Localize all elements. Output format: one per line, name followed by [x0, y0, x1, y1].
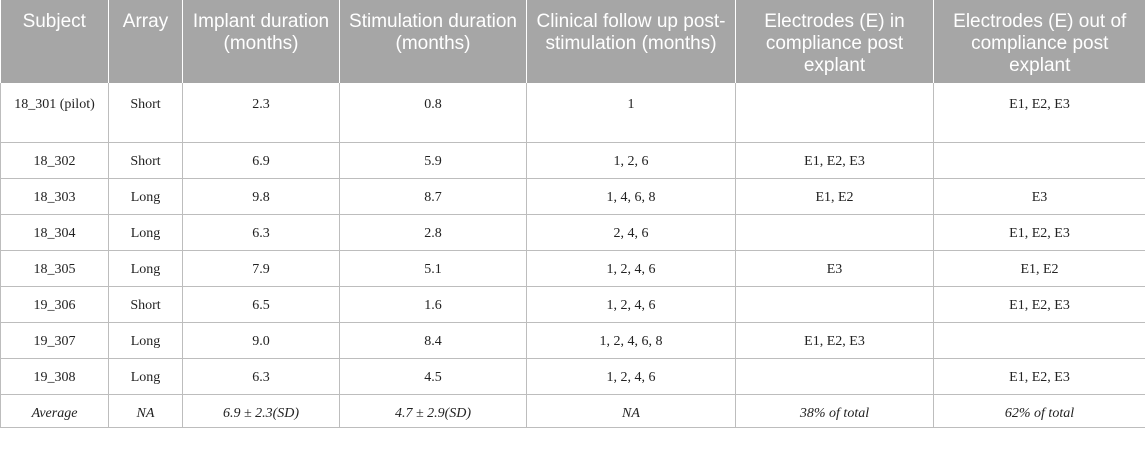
cell-implant-duration: 6.9 ± 2.3(SD) — [182, 394, 340, 428]
cell-clinical-follow-up: 1, 2, 4, 6, 8 — [526, 322, 736, 359]
cell-clinical-follow-up: 1, 4, 6, 8 — [526, 178, 736, 215]
cell-clinical-follow-up: NA — [526, 394, 736, 428]
cell-stimulation-duration: 4.7 ± 2.9(SD) — [339, 394, 527, 428]
cell-subject: 19_308 — [0, 358, 109, 395]
cell-clinical-follow-up: 1, 2, 6 — [526, 142, 736, 179]
header-clinical-follow-up: Clinical follow up post-stimulation (mon… — [526, 0, 736, 83]
header-electrodes-out-of-compliance: Electrodes (E) out of compliance post ex… — [933, 0, 1145, 83]
cell-out-of-compliance: E1, E2 — [933, 250, 1145, 287]
header-stimulation-duration: Stimulation duration (months) — [339, 0, 527, 83]
cell-stimulation-duration: 8.4 — [339, 322, 527, 359]
cell-subject: 19_306 — [0, 286, 109, 323]
cell-subject: 18_303 — [0, 178, 109, 215]
cell-subject: 18_304 — [0, 214, 109, 251]
cell-stimulation-duration: 0.8 — [339, 83, 527, 143]
cell-in-compliance — [735, 83, 934, 143]
cell-stimulation-duration: 2.8 — [339, 214, 527, 251]
cell-array: Long — [108, 322, 183, 359]
table-row: 18_303 Long 9.8 8.7 1, 4, 6, 8 E1, E2 E3 — [0, 178, 1145, 215]
cell-out-of-compliance: E1, E2, E3 — [933, 286, 1145, 323]
cell-subject: Average — [0, 394, 109, 428]
cell-subject: 18_302 — [0, 142, 109, 179]
cell-array: Short — [108, 286, 183, 323]
table-row: 18_301 (pilot) Short 2.3 0.8 1 E1, E2, E… — [0, 83, 1145, 143]
cell-array: Short — [108, 83, 183, 143]
data-table: Subject Array Implant duration (months) … — [0, 0, 1145, 428]
cell-clinical-follow-up: 1, 2, 4, 6 — [526, 286, 736, 323]
header-array: Array — [108, 0, 183, 83]
cell-in-compliance — [735, 214, 934, 251]
cell-in-compliance: E1, E2, E3 — [735, 322, 934, 359]
header-implant-duration: Implant duration (months) — [182, 0, 340, 83]
header-row: Subject Array Implant duration (months) … — [0, 0, 1145, 83]
cell-in-compliance: E1, E2, E3 — [735, 142, 934, 179]
cell-out-of-compliance: E3 — [933, 178, 1145, 215]
cell-in-compliance — [735, 286, 934, 323]
cell-subject: 19_307 — [0, 322, 109, 359]
table-row: 18_302 Short 6.9 5.9 1, 2, 6 E1, E2, E3 — [0, 142, 1145, 179]
cell-implant-duration: 6.5 — [182, 286, 340, 323]
cell-in-compliance: 38% of total — [735, 394, 934, 428]
cell-array: Long — [108, 358, 183, 395]
cell-stimulation-duration: 5.9 — [339, 142, 527, 179]
cell-array: Short — [108, 142, 183, 179]
cell-stimulation-duration: 4.5 — [339, 358, 527, 395]
cell-clinical-follow-up: 1 — [526, 83, 736, 143]
cell-clinical-follow-up: 1, 2, 4, 6 — [526, 358, 736, 395]
cell-clinical-follow-up: 2, 4, 6 — [526, 214, 736, 251]
cell-implant-duration: 9.8 — [182, 178, 340, 215]
table-row: 18_305 Long 7.9 5.1 1, 2, 4, 6 E3 E1, E2 — [0, 250, 1145, 287]
table-row: 19_308 Long 6.3 4.5 1, 2, 4, 6 E1, E2, E… — [0, 358, 1145, 395]
cell-implant-duration: 6.3 — [182, 214, 340, 251]
cell-out-of-compliance — [933, 142, 1145, 179]
cell-implant-duration: 6.9 — [182, 142, 340, 179]
cell-out-of-compliance: E1, E2, E3 — [933, 214, 1145, 251]
cell-array: Long — [108, 178, 183, 215]
cell-subject: 18_301 (pilot) — [0, 83, 109, 143]
cell-array: NA — [108, 394, 183, 428]
cell-clinical-follow-up: 1, 2, 4, 6 — [526, 250, 736, 287]
table-row: 19_307 Long 9.0 8.4 1, 2, 4, 6, 8 E1, E2… — [0, 322, 1145, 359]
cell-array: Long — [108, 250, 183, 287]
cell-implant-duration: 9.0 — [182, 322, 340, 359]
average-row: Average NA 6.9 ± 2.3(SD) 4.7 ± 2.9(SD) N… — [0, 394, 1145, 428]
cell-out-of-compliance: E1, E2, E3 — [933, 83, 1145, 143]
cell-implant-duration: 2.3 — [182, 83, 340, 143]
cell-implant-duration: 6.3 — [182, 358, 340, 395]
header-electrodes-in-compliance: Electrodes (E) in compliance post explan… — [735, 0, 934, 83]
cell-in-compliance — [735, 358, 934, 395]
cell-stimulation-duration: 8.7 — [339, 178, 527, 215]
cell-stimulation-duration: 5.1 — [339, 250, 527, 287]
cell-array: Long — [108, 214, 183, 251]
table-row: 19_306 Short 6.5 1.6 1, 2, 4, 6 E1, E2, … — [0, 286, 1145, 323]
cell-out-of-compliance — [933, 322, 1145, 359]
header-subject: Subject — [0, 0, 109, 83]
cell-implant-duration: 7.9 — [182, 250, 340, 287]
cell-out-of-compliance: E1, E2, E3 — [933, 358, 1145, 395]
cell-in-compliance: E1, E2 — [735, 178, 934, 215]
table-row: 18_304 Long 6.3 2.8 2, 4, 6 E1, E2, E3 — [0, 214, 1145, 251]
cell-subject: 18_305 — [0, 250, 109, 287]
cell-in-compliance: E3 — [735, 250, 934, 287]
cell-stimulation-duration: 1.6 — [339, 286, 527, 323]
cell-out-of-compliance: 62% of total — [933, 394, 1145, 428]
